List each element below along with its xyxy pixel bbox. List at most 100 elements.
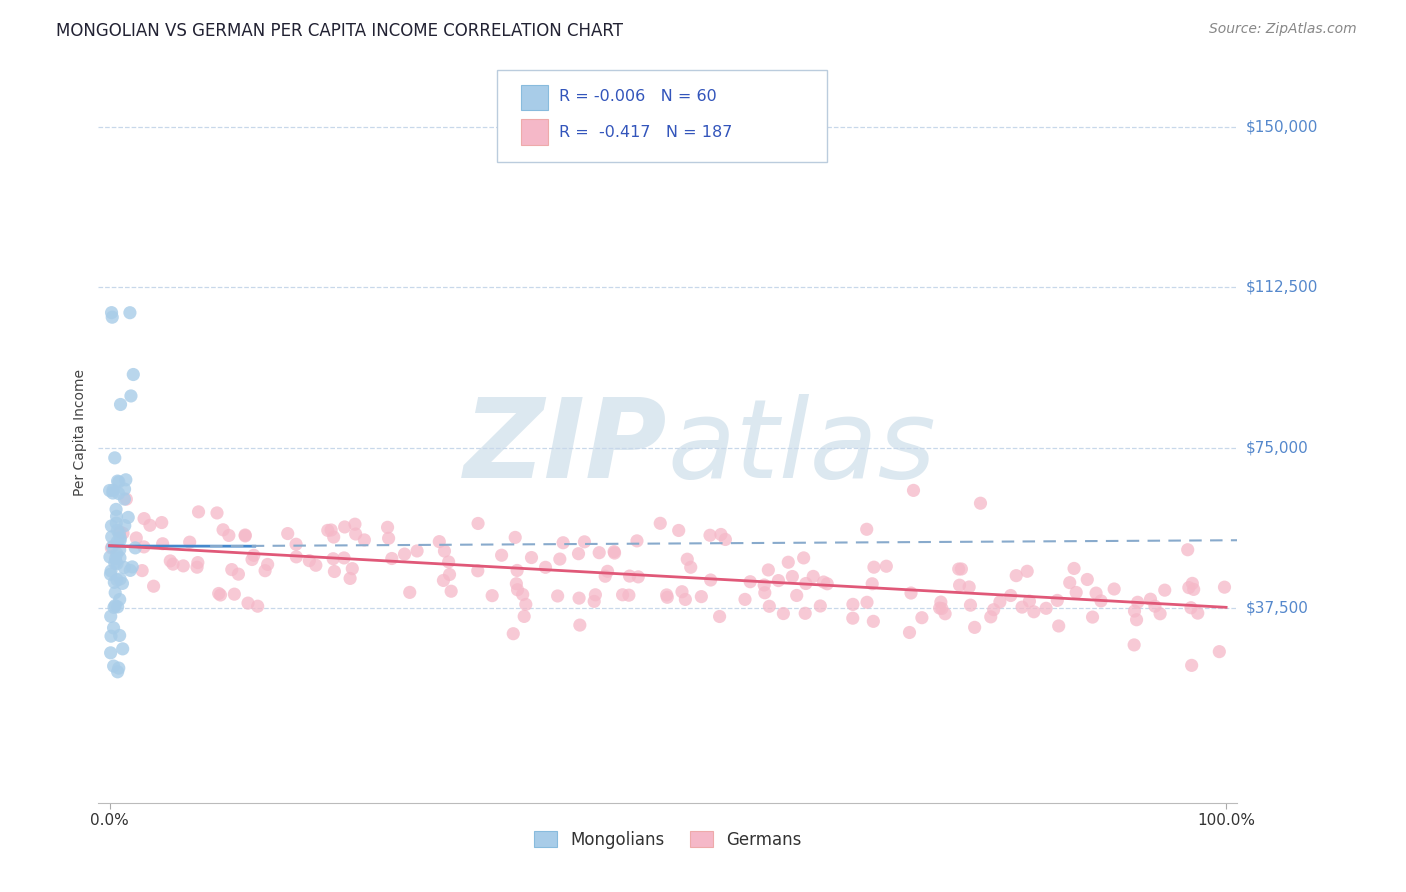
Point [208,586,231,600]
Point [714,533,737,547]
Point [298,554,321,568]
Point [754,586,776,600]
Point [120,563,142,577]
Point [505,576,527,591]
Point [950,562,973,576]
Point [398,585,420,599]
Point [1018,594,1040,608]
Point [794,576,817,591]
Point [233,528,256,542]
Point [676,552,699,566]
Point [603,544,626,558]
Point [228,567,250,582]
Point [980,610,1002,624]
Point [221,563,243,577]
Point [900,586,922,600]
Point [801,569,824,583]
Point [983,603,1005,617]
Point [515,598,537,612]
Point [699,528,721,542]
Point [491,548,513,562]
Point [860,576,883,591]
Point [103,659,125,673]
Point [929,595,952,609]
Point [520,550,543,565]
Point [756,563,779,577]
Point [108,526,131,541]
Point [596,565,619,579]
Point [179,535,201,549]
Point [657,591,679,605]
Point [1035,601,1057,615]
Point [506,564,529,578]
Text: R = -0.006   N = 60: R = -0.006 N = 60 [558,89,716,104]
Point [377,520,399,534]
Point [114,518,136,533]
Point [111,641,134,656]
Point [679,560,702,574]
Text: R =  -0.417   N = 187: R = -0.417 N = 187 [558,125,733,139]
Point [162,557,184,571]
Point [343,517,366,532]
Point [105,502,128,516]
Point [322,530,344,544]
Point [218,528,240,542]
Point [1064,585,1087,599]
Point [782,569,804,583]
Point [1180,600,1202,615]
Point [107,665,129,679]
Point [786,589,808,603]
Point [121,560,143,574]
Point [1017,564,1039,578]
Point [1181,576,1204,591]
Point [394,547,416,561]
Point [98,549,121,564]
Point [655,588,678,602]
Point [305,558,328,573]
Point [256,558,278,572]
Point [209,588,232,602]
Point [948,562,970,576]
Point [101,540,124,554]
Point [934,607,956,621]
Point [617,588,640,602]
Point [793,550,815,565]
Point [794,607,817,621]
Point [111,526,134,541]
Point [671,584,693,599]
Point [344,527,367,541]
Point [104,450,127,465]
Point [1123,604,1146,618]
Point [152,537,174,551]
Point [481,589,503,603]
Point [928,601,950,615]
Point [1177,542,1199,557]
Point [1059,575,1081,590]
Point [778,555,800,569]
Point [101,486,124,500]
Point [911,610,934,624]
Point [114,482,136,496]
Point [110,397,132,411]
Point [406,544,429,558]
Point [619,569,641,583]
Point [710,527,733,541]
Point [381,551,404,566]
Point [105,509,128,524]
Point [567,547,589,561]
Point [1102,582,1125,596]
Point [433,544,456,558]
Point [233,529,256,543]
Point [1208,645,1230,659]
Point [105,547,128,561]
Point [111,576,134,591]
Point [1126,595,1149,609]
Point [277,526,299,541]
Point [105,516,128,530]
Point [108,543,131,558]
Point [690,590,713,604]
Point [898,625,921,640]
Text: ZIP: ZIP [464,394,668,501]
Point [1181,658,1204,673]
Point [104,556,127,570]
